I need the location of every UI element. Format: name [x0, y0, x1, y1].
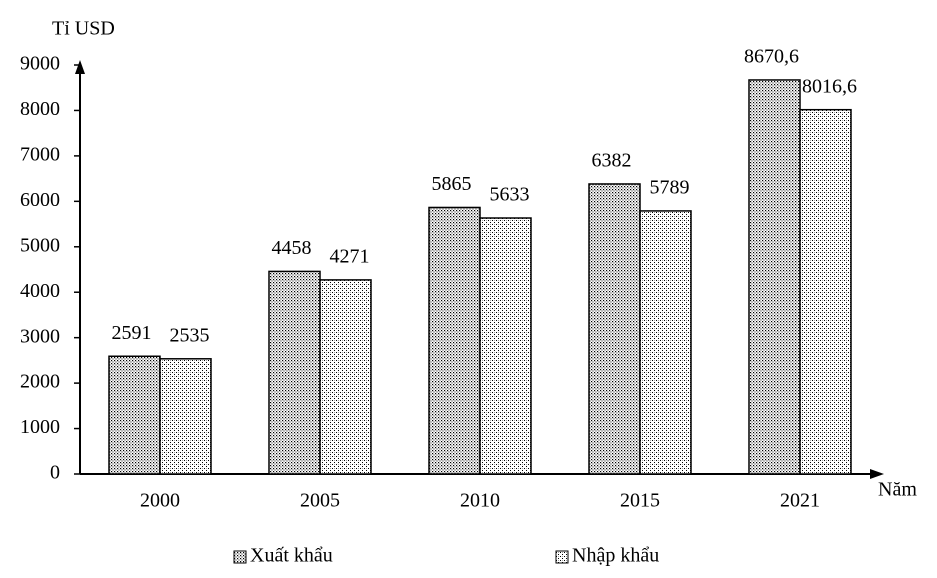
legend-label: Xuất khẩu [250, 545, 333, 567]
bar [108, 355, 161, 475]
value-label: 8670,6 [744, 46, 799, 68]
value-label: 4458 [272, 237, 312, 259]
bar [428, 206, 481, 475]
x-axis-arrow [870, 469, 884, 479]
bar [268, 270, 321, 475]
value-label: 5633 [490, 184, 530, 206]
bar [479, 217, 532, 475]
legend-label: Nhập khẩu [572, 545, 659, 567]
value-label: 8016,6 [802, 75, 857, 97]
value-label: 6382 [592, 150, 632, 172]
bar [588, 183, 641, 475]
x-tick-label: 2010 [460, 490, 500, 512]
x-tick-label: 2015 [620, 490, 660, 512]
y-tick-label: 9000 [20, 53, 60, 75]
y-tick-label: 5000 [20, 234, 60, 256]
y-tick-label: 6000 [20, 189, 60, 211]
legend-swatch [555, 550, 569, 564]
x-tick-label: 2005 [300, 490, 340, 512]
y-axis-label: Tỉ USD [52, 18, 115, 40]
bar [319, 279, 372, 475]
x-tick-label: 2000 [140, 490, 180, 512]
value-label: 2591 [112, 322, 152, 344]
legend-swatch [233, 550, 247, 564]
y-tick-label: 0 [50, 462, 60, 484]
y-axis-arrow [75, 60, 85, 74]
y-tick-label: 1000 [20, 416, 60, 438]
y-tick-label: 8000 [20, 98, 60, 120]
value-label: 4271 [330, 246, 370, 268]
y-tick-label: 4000 [20, 280, 60, 302]
y-tick-label: 2000 [20, 371, 60, 393]
y-tick-label: 3000 [20, 325, 60, 347]
x-tick-label: 2021 [780, 490, 820, 512]
value-label: 5865 [432, 173, 472, 195]
bar [159, 358, 212, 475]
x-axis-label: Năm [878, 479, 917, 501]
value-label: 2535 [170, 324, 210, 346]
bar [748, 79, 801, 475]
value-label: 5789 [650, 177, 690, 199]
y-tick-label: 7000 [20, 143, 60, 165]
bar [799, 108, 852, 475]
bar [639, 210, 692, 475]
